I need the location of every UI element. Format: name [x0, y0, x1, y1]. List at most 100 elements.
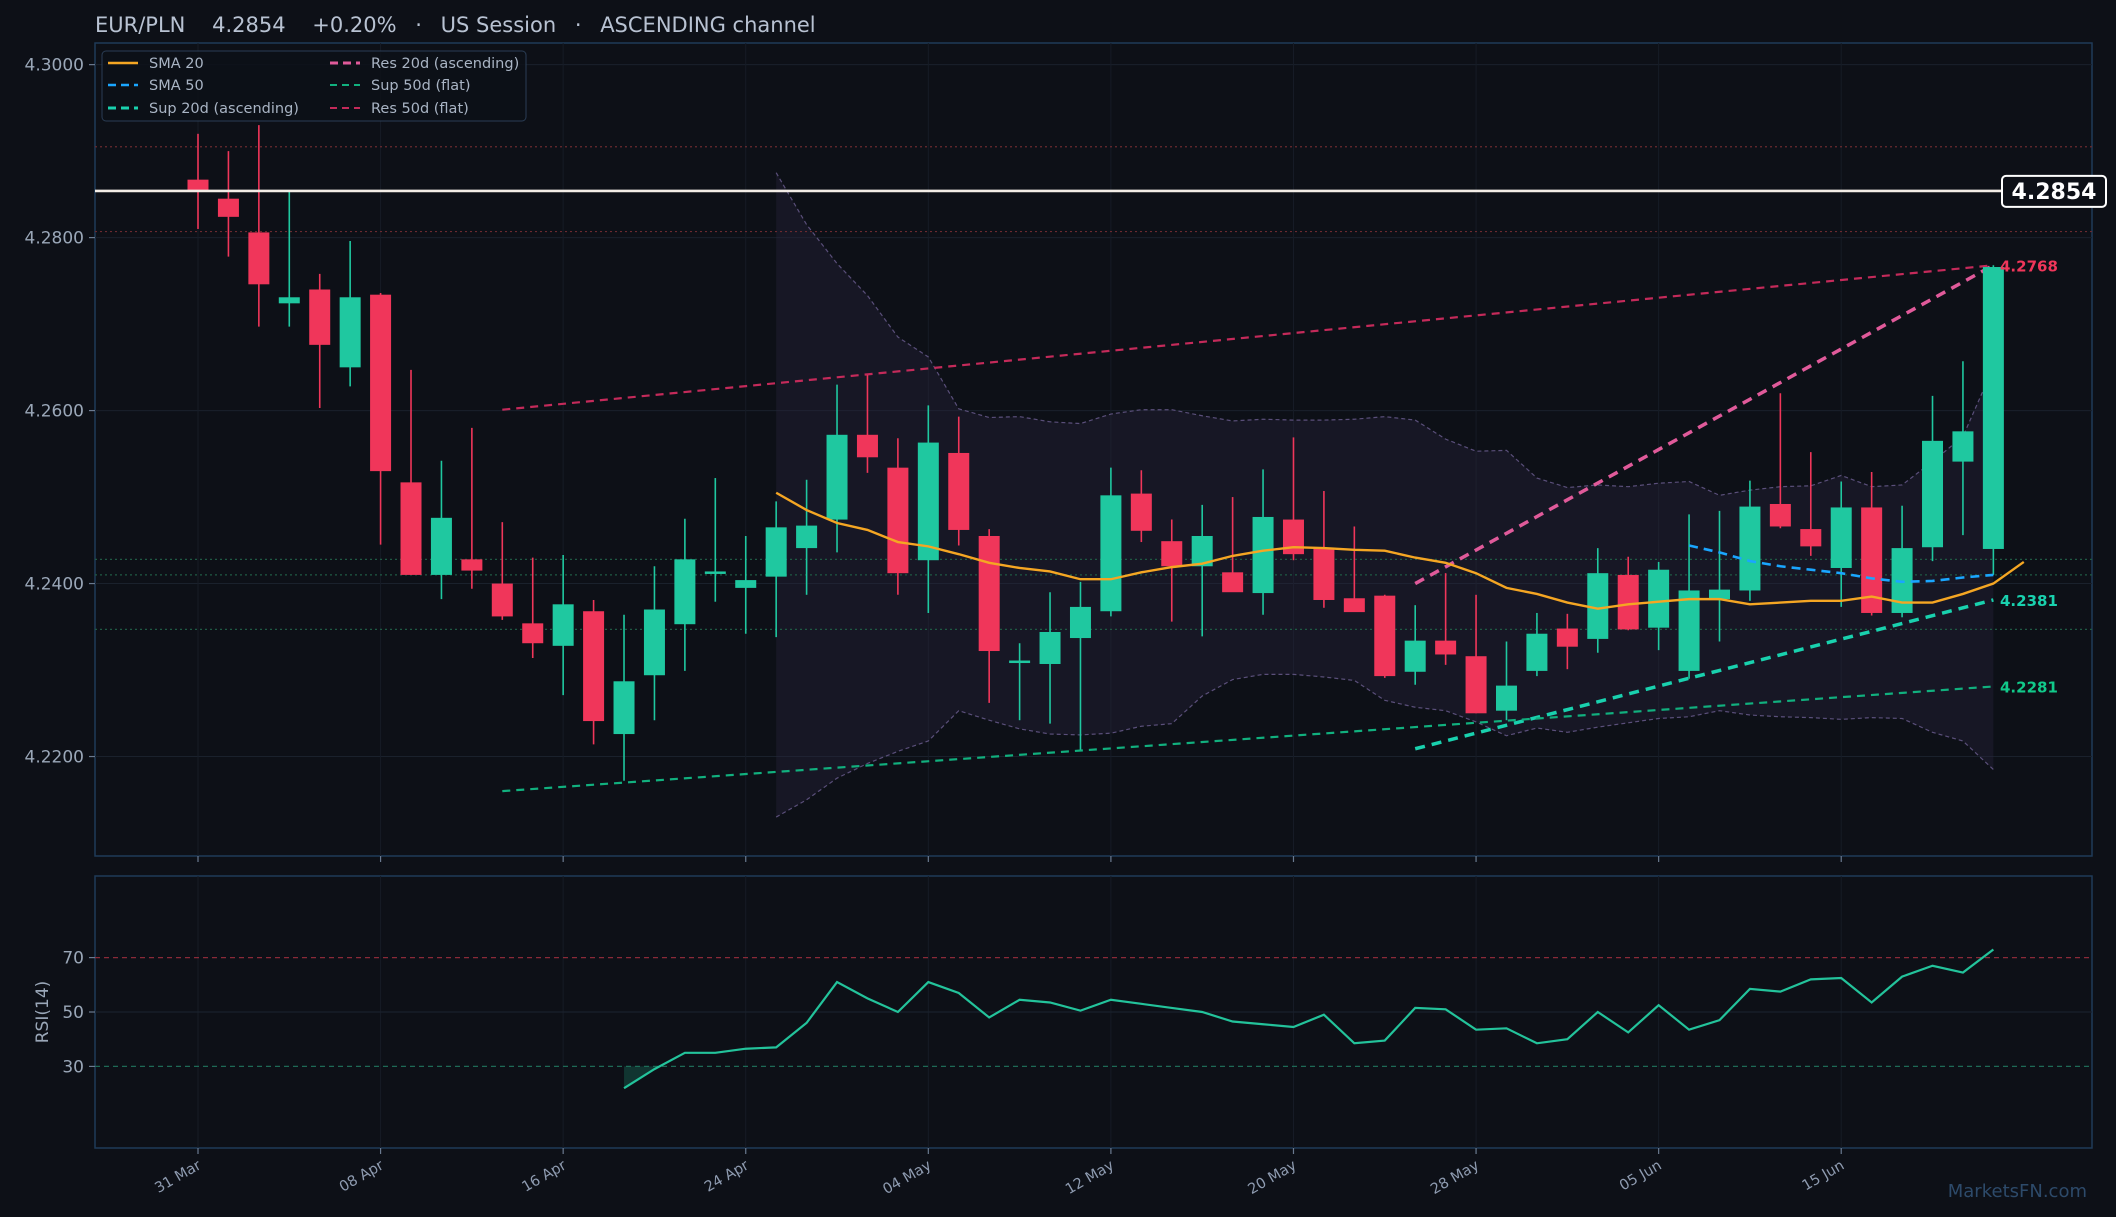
legend-label: SMA 20 — [149, 56, 204, 72]
candle — [856, 375, 878, 473]
candle-body — [1009, 660, 1031, 664]
candle-body — [1465, 656, 1487, 714]
legend-box — [101, 50, 527, 122]
rsi-tick-label: 50 — [62, 1003, 84, 1023]
candle — [400, 369, 422, 575]
legend-entry-sup50: Sup 50d (flat) — [330, 78, 471, 94]
header-sep-1: · — [415, 13, 422, 37]
last-price-badge — [2001, 174, 2107, 208]
candle — [735, 535, 757, 634]
price-panel-frame — [94, 42, 2093, 857]
legend-label: Res 20d (ascending) — [371, 56, 519, 72]
candle-body — [1404, 640, 1426, 672]
candle — [887, 438, 909, 595]
candle-body — [339, 297, 361, 368]
candle-body — [1222, 572, 1244, 593]
candle-body — [309, 289, 331, 345]
legend-label: Sup 50d (flat) — [371, 78, 471, 94]
candle-body — [1709, 589, 1730, 600]
candle-body — [400, 482, 422, 575]
rsi-grid — [95, 876, 2092, 1148]
candle — [1343, 526, 1365, 613]
candle-body — [1739, 506, 1761, 591]
trendline — [1414, 263, 1995, 586]
candle — [309, 273, 331, 408]
legend-label: SMA 50 — [149, 78, 204, 94]
candle-body — [522, 623, 544, 644]
legend-label: Sup 20d (ascending) — [149, 101, 299, 117]
trendline-labels: 4.2768 4.2381 4.2281 — [2000, 257, 2058, 696]
candle — [583, 599, 605, 745]
rsi-tick-label: 30 — [62, 1057, 84, 1077]
candle — [1435, 573, 1457, 665]
candle-body — [1100, 495, 1122, 612]
candle-body — [1830, 507, 1852, 568]
legend-entry-sma50: SMA 50 — [108, 78, 204, 94]
candle — [1191, 504, 1213, 637]
candle — [339, 241, 361, 387]
price-panel: 4.2854 4.2200 4.2400 4.2600 4.2800 4.3000 4.… — [25, 42, 2107, 857]
candle — [1982, 265, 2004, 575]
candle — [1800, 452, 1822, 556]
candle — [796, 479, 818, 595]
candle-body — [1069, 606, 1091, 639]
candle — [1830, 481, 1852, 607]
candle-body — [430, 517, 452, 575]
trendline — [502, 685, 1994, 793]
candle — [1617, 556, 1639, 631]
candle-body — [187, 179, 209, 191]
candle-body — [1769, 503, 1791, 527]
candle — [1161, 519, 1183, 622]
price-tick-label: 4.2800 — [25, 229, 84, 249]
candle-body — [643, 609, 665, 676]
header-channel: ASCENDING channel — [600, 13, 815, 37]
sma50-line — [1688, 544, 1994, 584]
rsi-panel: 30 50 70 RSI(14) — [33, 875, 2093, 1149]
candle-body — [552, 604, 574, 646]
trendline — [502, 264, 1994, 411]
candle-body — [1617, 574, 1639, 630]
candle-body — [1374, 595, 1396, 677]
legend-entry-res50: Res 50d (flat) — [330, 101, 469, 117]
last-price-label: 4.2854 — [2012, 180, 2097, 205]
candle — [643, 566, 665, 721]
candle — [461, 427, 483, 589]
rsi-axis-label: RSI(14) — [33, 981, 53, 1044]
candle — [1100, 467, 1122, 617]
candle — [1222, 497, 1244, 593]
candle — [217, 151, 239, 257]
candle — [1009, 643, 1031, 721]
candle — [522, 557, 544, 658]
candle — [1495, 641, 1517, 721]
legend-entry-sma20: SMA 20 — [108, 56, 204, 72]
candle — [1465, 594, 1487, 714]
candle — [1374, 594, 1396, 678]
candle-body — [704, 571, 726, 574]
rsi-line — [623, 948, 1995, 1090]
candle — [674, 518, 696, 671]
candle — [1130, 470, 1152, 543]
header-change: +0.20% — [312, 13, 396, 37]
candle-body — [461, 559, 483, 571]
legend: SMA 20 SMA 50 Sup 20d (ascending) Res 20… — [101, 50, 527, 122]
candle — [248, 125, 270, 327]
candle-body — [917, 442, 939, 561]
candle — [491, 522, 513, 620]
candle-body — [613, 681, 635, 735]
candle — [278, 190, 300, 327]
price-axis-ticks: 4.2200 4.2400 4.2600 4.2800 4.3000 — [25, 56, 95, 768]
moving-averages — [775, 491, 2025, 610]
candle-body — [1982, 267, 2004, 549]
candle-body — [948, 452, 970, 530]
legend-entry-res20: Res 20d (ascending) — [330, 56, 519, 72]
candle-body — [1648, 569, 1670, 628]
candle-body — [887, 467, 909, 574]
candle-body — [248, 232, 270, 285]
candle-body — [1587, 573, 1609, 639]
candle-body — [1556, 628, 1578, 647]
candle — [1922, 395, 1944, 562]
candle-body — [491, 583, 513, 617]
candle — [1069, 581, 1091, 750]
candle — [187, 133, 209, 229]
candles — [187, 125, 2004, 781]
